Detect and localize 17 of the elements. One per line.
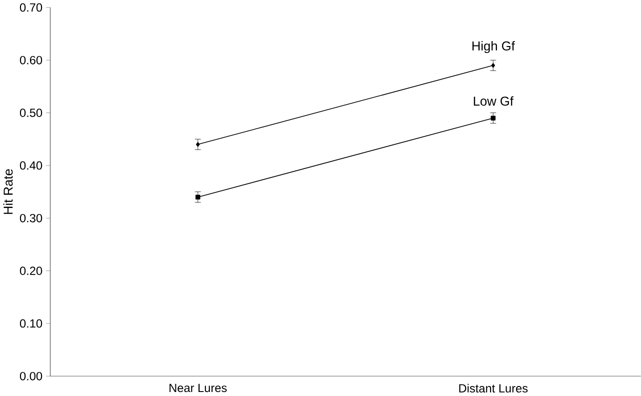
series-label: High Gf <box>472 41 515 54</box>
y-tick-label: 0.60 <box>20 56 42 64</box>
y-tick-label: 0.40 <box>20 161 42 170</box>
y-tick-label: 0.00 <box>20 372 42 380</box>
y-tick-label: 0.30 <box>20 214 42 222</box>
x-tick-label: Near Lures <box>170 384 227 392</box>
y-axis-title: Hit Rate <box>3 169 13 214</box>
x-tick-label: Distant Lures <box>459 384 528 393</box>
point <box>196 142 200 147</box>
series-label: Low Gf <box>474 96 514 106</box>
point <box>491 63 496 68</box>
y-tick-label: 0.70 <box>20 3 42 12</box>
y-tick-label: 0.20 <box>20 266 42 276</box>
point <box>490 116 496 121</box>
y-tick-label: 0.50 <box>20 108 42 118</box>
y-tick-label: 0.10 <box>20 319 42 328</box>
point <box>196 194 200 200</box>
